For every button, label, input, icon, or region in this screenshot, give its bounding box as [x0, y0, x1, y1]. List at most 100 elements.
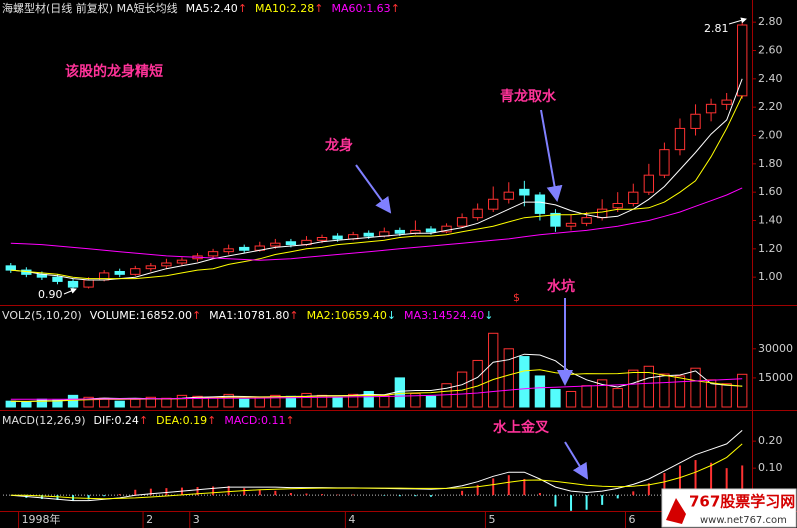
legend-text: MA3:14524.40 [404, 309, 484, 322]
candle-body [67, 280, 79, 288]
volume-bar [254, 396, 265, 408]
volume-bar [363, 390, 374, 408]
legend-text: MACD(12,26,9) [2, 414, 86, 427]
candle-body [519, 188, 530, 196]
volume-bar [67, 394, 79, 408]
volume-bar [223, 393, 234, 408]
candle-body [270, 242, 281, 247]
annotation: 龙身 [324, 137, 353, 154]
volume-bar [659, 373, 670, 408]
legend-text: ↑ [314, 2, 323, 15]
y-tick-label: 2.60 [758, 44, 783, 57]
candle-body [114, 271, 125, 275]
y-tick-label: 2.80 [758, 15, 783, 28]
annotation-arrow [540, 109, 563, 202]
candle-body [690, 113, 701, 129]
legend-text: ↓ [484, 309, 493, 322]
y-tick-label: 2.20 [758, 100, 783, 113]
ma-line [10, 78, 743, 281]
candle-body [705, 103, 717, 114]
watermark-logo [666, 498, 686, 524]
candle-body [674, 127, 686, 151]
candle-body [581, 217, 592, 224]
plot-area: 1.00 1.20 1.40 1.60 1.80 2.00 2.20 2.40 2.60 2.80… [3, 15, 793, 528]
panel-header: MACD(12,26,9) DIF:0.24↑ DEA:0.19↑ MACD:0.11… [2, 414, 295, 427]
volume-bar [612, 388, 623, 408]
candle-body [394, 229, 406, 234]
volume-bar [690, 367, 701, 408]
x-tick-label: 4 [348, 513, 355, 526]
candle-body [176, 259, 188, 264]
candle-body [52, 276, 63, 282]
annotation-arrow [564, 441, 589, 480]
legend-text: ↓ [387, 309, 396, 322]
volume-bar [503, 348, 514, 408]
volume-bar [161, 397, 172, 408]
legend-text: ↑ [286, 414, 295, 427]
ma-line [10, 443, 743, 500]
candle-body [332, 235, 343, 240]
candle-body [565, 222, 577, 227]
volume-bar [550, 389, 561, 408]
candle-body [612, 203, 623, 209]
callout-arrow [728, 17, 747, 25]
candle-body [223, 248, 234, 253]
candle-body [534, 194, 546, 214]
legend-text: VOL2(5,10,20) [2, 309, 82, 322]
y-tick-label: 0.10 [758, 461, 783, 474]
watermark-title: 767股票学习网 [689, 493, 795, 511]
legend-text: MA2:10659.40 [307, 309, 387, 322]
candle-body [145, 265, 157, 270]
volume-bar [21, 401, 32, 408]
volume-bar [192, 395, 203, 408]
legend-text: MA1:10781.80 [209, 309, 289, 322]
y-tick-label: 2.40 [758, 72, 783, 85]
volume-bar [145, 396, 157, 408]
legend-text: DEA:0.19 [156, 414, 207, 427]
candle-body [285, 241, 297, 246]
legend-text: MA10:2.28 [255, 2, 314, 15]
y-tick-label: 1.60 [758, 185, 783, 198]
candle-body [721, 99, 732, 105]
volume-bar [737, 373, 748, 408]
volume-bar [674, 375, 686, 408]
legend-text: VOLUME:16852.00 [90, 309, 192, 322]
candle-body [441, 225, 452, 233]
annotation: 水坑 [547, 278, 575, 295]
annotation-arrow [355, 164, 392, 214]
volume-bar [270, 394, 281, 408]
x-tick-label: 6 [629, 513, 636, 526]
volume-bar [596, 379, 608, 408]
legend-text: ↑ [391, 2, 400, 15]
x-tick-label: 5 [488, 513, 495, 526]
watermark-box [661, 488, 797, 528]
watermark-url: www.net767.com [700, 515, 787, 526]
panel-header: VOL2(5,10,20) VOLUME:16852.00↑ MA1:10781.8… [2, 309, 493, 322]
volume-bar [628, 369, 639, 408]
price-callout: 2.81 [704, 22, 729, 35]
volume-bar [130, 398, 141, 408]
volume-bar [347, 393, 359, 408]
x-tick-label: 2 [146, 513, 153, 526]
volume-bar [534, 375, 546, 408]
price-callout: 0.90 [38, 288, 63, 301]
annotation: 青龙取水 [500, 88, 557, 105]
volume-bar [5, 400, 16, 408]
legend-text: MACD:0.11 [224, 414, 285, 427]
legend-text: MA5:2.40 [186, 2, 238, 15]
callout-arrow [63, 288, 77, 295]
candle-body [643, 174, 655, 193]
ma-line [10, 353, 743, 403]
ma-line [10, 95, 743, 280]
volume-bar [721, 383, 732, 408]
volume-bar [519, 356, 530, 408]
candle-body [5, 265, 16, 271]
candle-body [596, 208, 608, 219]
candle-body [659, 149, 670, 176]
legend-text: ↑ [192, 309, 201, 322]
y-tick-label: 30000 [758, 342, 793, 355]
ma-line [10, 187, 743, 261]
candle-body [425, 228, 437, 233]
x-tick-label: 3 [193, 513, 200, 526]
